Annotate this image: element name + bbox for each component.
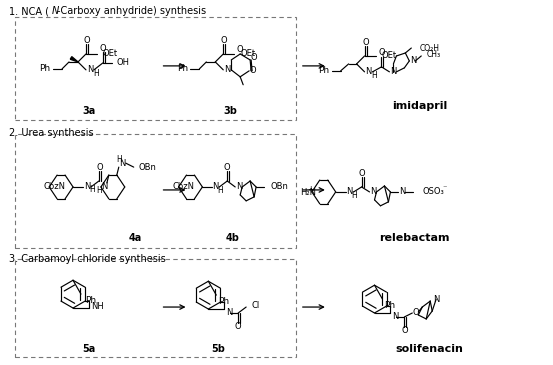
Text: 3b: 3b bbox=[223, 105, 237, 116]
Text: N: N bbox=[410, 57, 416, 65]
Text: -Carboxy anhydride) synthesis: -Carboxy anhydride) synthesis bbox=[57, 6, 206, 16]
Text: O: O bbox=[401, 326, 408, 335]
Text: Ph: Ph bbox=[218, 297, 229, 306]
Text: solifenacin: solifenacin bbox=[395, 344, 463, 354]
Text: N: N bbox=[52, 6, 59, 16]
Text: N: N bbox=[87, 65, 93, 74]
Text: N: N bbox=[346, 188, 353, 196]
Text: Ph: Ph bbox=[318, 66, 330, 75]
Text: O: O bbox=[251, 53, 258, 62]
Text: OSO₃: OSO₃ bbox=[422, 188, 444, 196]
Text: CbzN: CbzN bbox=[173, 182, 195, 192]
Text: OEt: OEt bbox=[382, 51, 397, 61]
Text: O: O bbox=[250, 66, 257, 75]
Text: 1. NCA (: 1. NCA ( bbox=[9, 6, 49, 16]
Text: +: + bbox=[307, 185, 314, 195]
Text: O: O bbox=[378, 49, 385, 58]
Text: N: N bbox=[84, 182, 90, 192]
Text: OBn: OBn bbox=[139, 163, 156, 172]
Text: H: H bbox=[372, 71, 377, 80]
Text: N: N bbox=[212, 182, 218, 192]
Text: OH: OH bbox=[117, 58, 130, 68]
Text: CH₃: CH₃ bbox=[426, 50, 440, 59]
Text: N: N bbox=[393, 312, 399, 322]
Bar bbox=[15, 134, 296, 247]
Text: CbzN: CbzN bbox=[43, 182, 65, 192]
Text: Ph: Ph bbox=[85, 296, 96, 305]
Text: N: N bbox=[101, 182, 107, 192]
Text: OEt: OEt bbox=[103, 50, 118, 58]
Text: O: O bbox=[235, 322, 242, 331]
Text: N: N bbox=[399, 188, 405, 196]
Text: OEt: OEt bbox=[240, 50, 255, 58]
Text: N: N bbox=[119, 159, 126, 168]
Polygon shape bbox=[70, 57, 78, 62]
Text: relebactam: relebactam bbox=[379, 233, 450, 243]
Text: NH: NH bbox=[91, 301, 103, 311]
Text: N: N bbox=[226, 308, 233, 318]
Text: H: H bbox=[217, 187, 223, 195]
Text: CO₂H: CO₂H bbox=[419, 43, 439, 53]
Text: H: H bbox=[116, 155, 122, 164]
Text: 5a: 5a bbox=[82, 344, 96, 354]
Text: H: H bbox=[352, 191, 357, 200]
Text: O: O bbox=[224, 163, 231, 172]
Text: N: N bbox=[366, 68, 372, 76]
Text: Ph: Ph bbox=[177, 64, 188, 73]
Text: O: O bbox=[97, 163, 103, 172]
Text: H: H bbox=[93, 69, 99, 78]
Text: 4a: 4a bbox=[129, 233, 142, 243]
Text: O: O bbox=[413, 307, 420, 316]
Text: H₂N: H₂N bbox=[300, 188, 316, 197]
Text: 5b: 5b bbox=[211, 344, 225, 354]
Bar bbox=[15, 260, 296, 357]
Text: ⁻: ⁻ bbox=[442, 184, 446, 192]
Text: O: O bbox=[362, 38, 369, 47]
Text: H: H bbox=[89, 185, 95, 195]
Text: 4b: 4b bbox=[225, 233, 239, 243]
Text: Cl: Cl bbox=[251, 300, 259, 310]
Text: Ph: Ph bbox=[40, 64, 51, 73]
Text: N: N bbox=[236, 182, 242, 192]
Text: O: O bbox=[237, 45, 243, 54]
Text: N: N bbox=[390, 68, 397, 76]
Text: N: N bbox=[371, 188, 377, 196]
Text: imidapril: imidapril bbox=[392, 101, 447, 111]
Text: O: O bbox=[358, 169, 365, 177]
Text: O: O bbox=[221, 36, 228, 45]
Text: 3a: 3a bbox=[82, 105, 96, 116]
Text: 2. Urea synthesis: 2. Urea synthesis bbox=[9, 128, 94, 138]
Bar bbox=[15, 17, 296, 120]
Text: N: N bbox=[433, 295, 440, 304]
Text: OBn: OBn bbox=[270, 182, 288, 192]
Text: N: N bbox=[224, 65, 231, 74]
Text: O: O bbox=[84, 36, 90, 45]
Text: 3. Carbamoyl chloride synthesis: 3. Carbamoyl chloride synthesis bbox=[9, 254, 166, 265]
Text: H: H bbox=[96, 187, 102, 195]
Text: O: O bbox=[100, 43, 106, 53]
Text: Ph: Ph bbox=[384, 300, 395, 310]
